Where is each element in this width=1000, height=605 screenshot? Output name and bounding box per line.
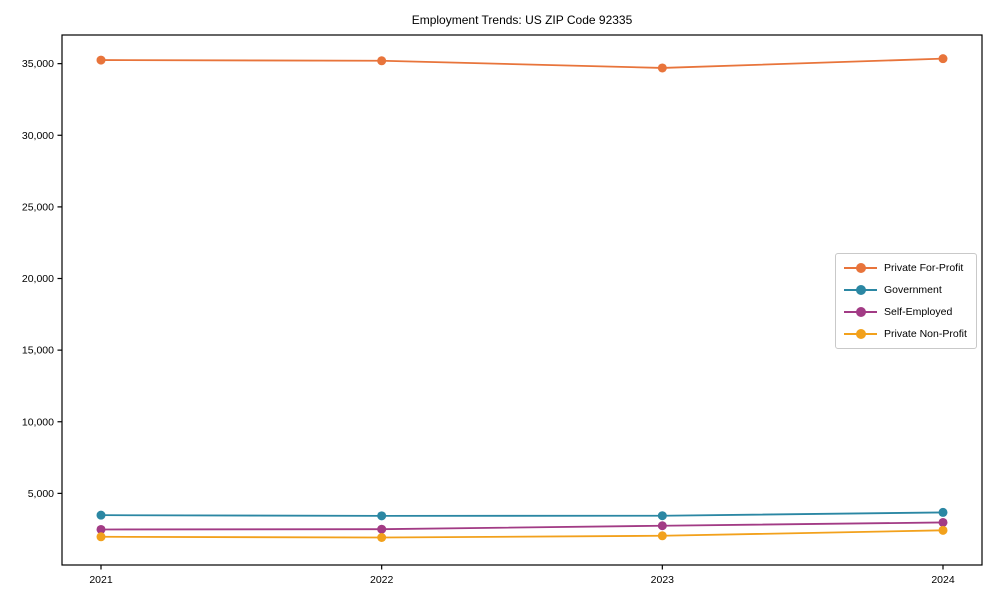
legend-label: Government [884, 284, 942, 296]
data-point-private-for-profit [657, 63, 667, 73]
legend-label: Private For-Profit [884, 262, 964, 274]
legend-item-private-non-profit: Private Non-Profit [836, 323, 976, 345]
legend-marker-icon [844, 329, 877, 339]
legend-marker-icon [844, 285, 877, 295]
series-line-self-employed [100, 521, 944, 531]
data-point-self-employed [377, 524, 387, 534]
x-tick-label: 2022 [370, 574, 394, 586]
data-point-self-employed [657, 521, 667, 531]
y-tick-label: 25,000 [22, 201, 54, 213]
legend-item-private-for-profit: Private For-Profit [836, 257, 976, 279]
data-point-self-employed [96, 524, 106, 534]
legend-marker-icon [844, 263, 877, 273]
series-line-private-for-profit [100, 57, 944, 69]
x-tick-label: 2023 [651, 574, 675, 586]
series-line-private-non-profit [100, 529, 944, 539]
legend: Private For-Profit Government Self-Employe… [835, 253, 977, 349]
legend-label: Private Non-Profit [884, 328, 967, 340]
data-point-private-non-profit [96, 532, 106, 542]
chart-title: Employment Trends: US ZIP Code 92335 [411, 13, 633, 27]
y-tick-label: 15,000 [22, 345, 54, 357]
data-point-private-non-profit [377, 532, 387, 542]
data-point-private-for-profit [938, 54, 948, 64]
plot-border [61, 34, 983, 566]
data-point-private-for-profit [96, 55, 106, 65]
y-tick-label: 5,000 [28, 488, 54, 500]
data-point-government [657, 511, 667, 521]
data-point-government [96, 510, 106, 520]
data-point-private-non-profit [657, 531, 667, 541]
data-point-private-non-profit [938, 525, 948, 535]
x-tick-label: 2024 [931, 574, 955, 586]
x-tick-label: 2021 [89, 574, 113, 586]
y-tick-label: 30,000 [22, 130, 54, 142]
series-line-government [100, 511, 944, 517]
data-point-private-for-profit [377, 56, 387, 66]
legend-item-self-employed: Self-Employed [836, 301, 976, 323]
legend-marker-icon [844, 307, 877, 317]
data-point-government [377, 511, 387, 521]
data-point-government [938, 507, 948, 517]
legend-label: Self-Employed [884, 306, 953, 318]
legend-item-government: Government [836, 279, 976, 301]
y-tick-label: 20,000 [22, 273, 54, 285]
data-point-self-employed [938, 517, 948, 527]
y-tick-label: 10,000 [22, 416, 54, 428]
y-tick-label: 35,000 [22, 58, 54, 70]
